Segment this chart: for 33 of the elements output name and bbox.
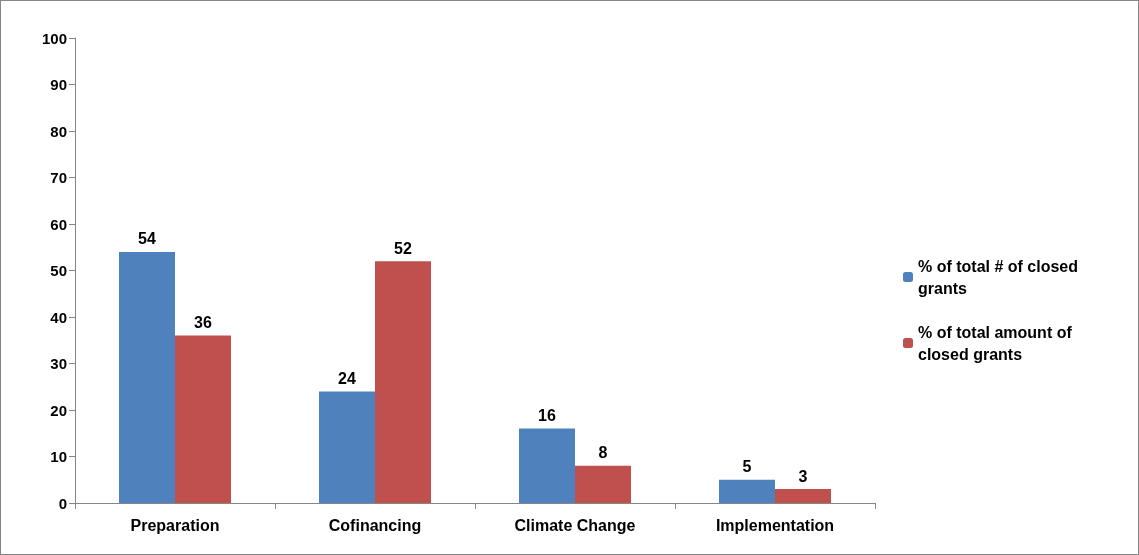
x-tick-label: Cofinancing <box>328 516 422 534</box>
y-tick-label: 80 <box>50 122 67 140</box>
y-tick-label: 90 <box>50 76 67 93</box>
data-label: 54 <box>138 230 156 248</box>
y-tick-label: 60 <box>50 215 67 233</box>
bar <box>519 428 575 503</box>
y-tick-label: 10 <box>50 448 67 465</box>
x-tick-label: Climate Change <box>514 516 636 534</box>
data-label: 3 <box>798 467 808 485</box>
y-tick-label: 30 <box>50 355 67 372</box>
x-tick-label: Preparation <box>130 516 220 534</box>
y-tick-label: 70 <box>50 169 67 186</box>
bar <box>719 479 775 503</box>
data-label: 36 <box>194 314 212 332</box>
y-tick-label: 100 <box>41 29 67 47</box>
data-label: 8 <box>598 444 608 462</box>
data-label: 5 <box>742 458 752 476</box>
data-label: 52 <box>394 239 412 257</box>
bar <box>119 251 175 503</box>
bar <box>575 465 631 503</box>
y-tick-label: 0 <box>58 494 67 512</box>
data-label: 16 <box>538 407 556 425</box>
y-tick-label: 50 <box>50 262 67 279</box>
bar <box>775 489 831 503</box>
data-label: 24 <box>338 369 356 387</box>
bar <box>175 335 231 503</box>
legend-label: % of total amount of closed grants <box>918 323 1077 363</box>
bar <box>319 391 375 503</box>
bar <box>375 261 431 503</box>
y-tick-label: 40 <box>50 308 67 326</box>
y-tick-label: 20 <box>50 401 67 419</box>
legend-label: % of total # of closed grants <box>918 257 1083 297</box>
x-tick-label: Implementation <box>715 516 835 534</box>
